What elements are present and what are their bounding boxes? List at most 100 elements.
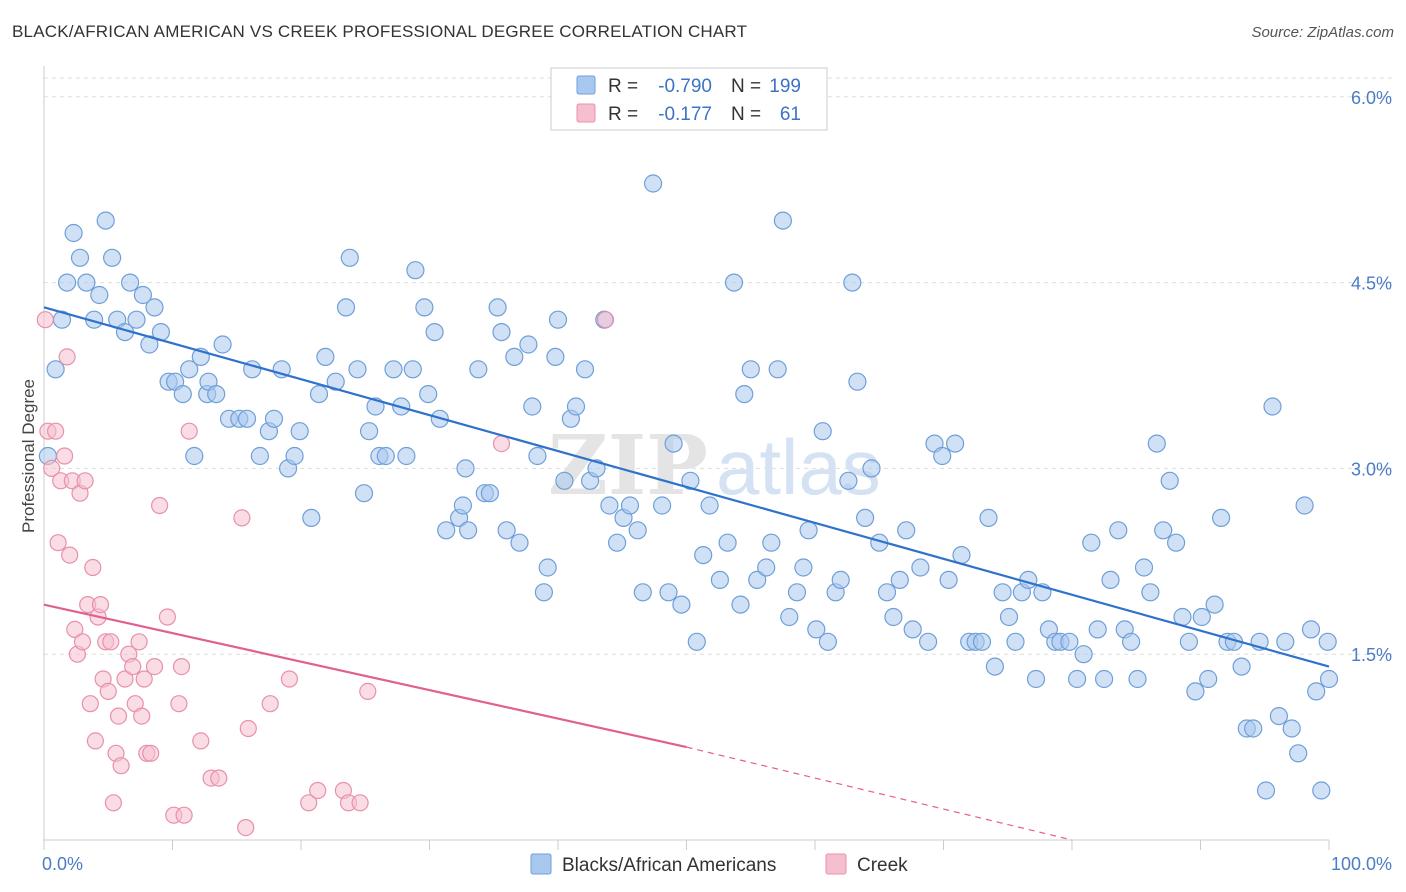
point-creek-51 bbox=[239, 719, 257, 738]
legend-item-creek[interactable]: Creek bbox=[825, 853, 908, 876]
point-blacks-93 bbox=[633, 583, 652, 602]
stats-legend-r-label-pink: R = bbox=[608, 104, 638, 125]
point-blacks-100 bbox=[687, 632, 706, 651]
point-blacks-174 bbox=[1179, 632, 1199, 651]
point-blacks-109 bbox=[748, 570, 767, 590]
point-blacks-77 bbox=[534, 583, 554, 602]
trend-line-creek bbox=[43, 603, 687, 749]
point-creek-14 bbox=[76, 472, 94, 490]
y-tick-label-2: 4.5% bbox=[1351, 274, 1392, 294]
point-blacks-129 bbox=[877, 583, 897, 602]
point-blacks-124 bbox=[843, 273, 862, 292]
point-creek-54 bbox=[300, 794, 318, 812]
point-blacks-64 bbox=[456, 459, 475, 478]
point-blacks-15 bbox=[133, 285, 152, 305]
point-blacks-186 bbox=[1256, 781, 1276, 800]
point-blacks-114 bbox=[780, 607, 799, 627]
legend-swatch-blacks bbox=[530, 853, 552, 875]
stats-legend-n-label-pink: N = bbox=[731, 104, 761, 125]
point-blacks-21 bbox=[173, 385, 192, 404]
point-blacks-138 bbox=[939, 570, 958, 590]
point-blacks-84 bbox=[575, 360, 595, 379]
point-blacks-52 bbox=[384, 360, 403, 379]
point-blacks-139 bbox=[945, 434, 965, 453]
point-creek-45 bbox=[180, 422, 198, 440]
point-blacks-158 bbox=[1074, 645, 1093, 664]
point-blacks-190 bbox=[1282, 719, 1301, 738]
point-creek-8 bbox=[61, 546, 79, 564]
stats-legend-row-pink: R = -0.177 N = 61 bbox=[576, 103, 801, 125]
trend-lines bbox=[43, 306, 1330, 841]
y-axis-label: Professional Degree bbox=[19, 379, 38, 533]
point-blacks-161 bbox=[1094, 669, 1114, 689]
point-blacks-72 bbox=[505, 347, 524, 366]
point-blacks-8 bbox=[90, 285, 109, 305]
point-blacks-45 bbox=[340, 248, 359, 267]
point-blacks-76 bbox=[528, 446, 547, 466]
point-creek-10 bbox=[66, 620, 84, 639]
point-blacks-41 bbox=[309, 385, 329, 404]
point-creek-18 bbox=[86, 732, 105, 750]
point-blacks-99 bbox=[681, 471, 700, 490]
stats-legend-swatch-pink bbox=[576, 103, 596, 123]
point-blacks-127 bbox=[862, 459, 881, 478]
point-blacks-195 bbox=[1312, 781, 1331, 800]
point-blacks-112 bbox=[768, 360, 787, 379]
point-creek-50 bbox=[237, 818, 255, 837]
point-blacks-193 bbox=[1301, 620, 1321, 639]
point-blacks-145 bbox=[985, 657, 1005, 676]
point-blacks-71 bbox=[497, 521, 516, 540]
point-blacks-110 bbox=[757, 558, 776, 577]
point-blacks-168 bbox=[1141, 583, 1160, 602]
point-creek-39 bbox=[151, 496, 169, 515]
stats-legend-n-value-blue: 199 bbox=[769, 76, 801, 97]
legend-item-blacks[interactable]: Blacks/African Americans bbox=[530, 853, 776, 876]
point-creek-61 bbox=[596, 311, 615, 329]
point-blacks-171 bbox=[1160, 471, 1179, 490]
stats-legend-n-label-blue: N = bbox=[731, 76, 761, 97]
point-creek-3 bbox=[46, 422, 65, 440]
point-blacks-170 bbox=[1154, 521, 1173, 540]
point-blacks-134 bbox=[911, 558, 930, 577]
point-blacks-162 bbox=[1101, 570, 1120, 590]
point-blacks-143 bbox=[972, 632, 992, 651]
point-creek-4 bbox=[49, 534, 67, 552]
point-creek-35 bbox=[135, 670, 153, 688]
point-blacks-73 bbox=[510, 533, 529, 552]
point-creek-49 bbox=[233, 509, 251, 527]
point-blacks-59 bbox=[425, 323, 444, 342]
chart-title: BLACK/AFRICAN AMERICAN VS CREEK PROFESSI… bbox=[12, 22, 748, 41]
point-blacks-9 bbox=[96, 211, 115, 230]
x-tick-label-1: 100.0% bbox=[1331, 854, 1392, 874]
point-blacks-13 bbox=[121, 273, 140, 292]
point-creek-52 bbox=[261, 695, 279, 713]
point-blacks-22 bbox=[180, 360, 199, 379]
point-blacks-102 bbox=[700, 496, 719, 515]
point-blacks-167 bbox=[1134, 558, 1154, 577]
point-blacks-5 bbox=[70, 248, 90, 267]
point-creek-38 bbox=[145, 657, 164, 676]
point-blacks-97 bbox=[664, 434, 683, 453]
source-credit: Source: ZipAtlas.com bbox=[1251, 24, 1394, 41]
x-tick-labels: 0.0% 100.0% bbox=[42, 854, 1392, 874]
legend-label-creek: Creek bbox=[857, 855, 908, 876]
point-blacks-192 bbox=[1295, 496, 1314, 515]
point-blacks-131 bbox=[890, 570, 909, 590]
point-blacks-115 bbox=[787, 583, 807, 602]
point-blacks-89 bbox=[607, 533, 627, 552]
point-blacks-106 bbox=[731, 595, 750, 614]
point-blacks-54 bbox=[397, 446, 416, 466]
point-blacks-28 bbox=[213, 335, 232, 354]
point-creek-17 bbox=[84, 558, 102, 577]
point-blacks-187 bbox=[1263, 397, 1282, 416]
point-creek-34 bbox=[133, 707, 151, 725]
y-tick-labels: 1.5% 3.0% 4.5% 6.0% bbox=[1351, 88, 1392, 665]
point-blacks-10 bbox=[102, 248, 122, 267]
point-blacks-151 bbox=[1026, 669, 1046, 689]
point-creek-25 bbox=[104, 794, 123, 812]
point-blacks-118 bbox=[807, 620, 826, 639]
stats-legend: R = -0.790 N = 199 R = -0.177 N = 61 bbox=[550, 67, 828, 131]
point-blacks-107 bbox=[735, 385, 754, 404]
point-blacks-125 bbox=[848, 372, 867, 391]
point-creek-28 bbox=[112, 757, 130, 775]
